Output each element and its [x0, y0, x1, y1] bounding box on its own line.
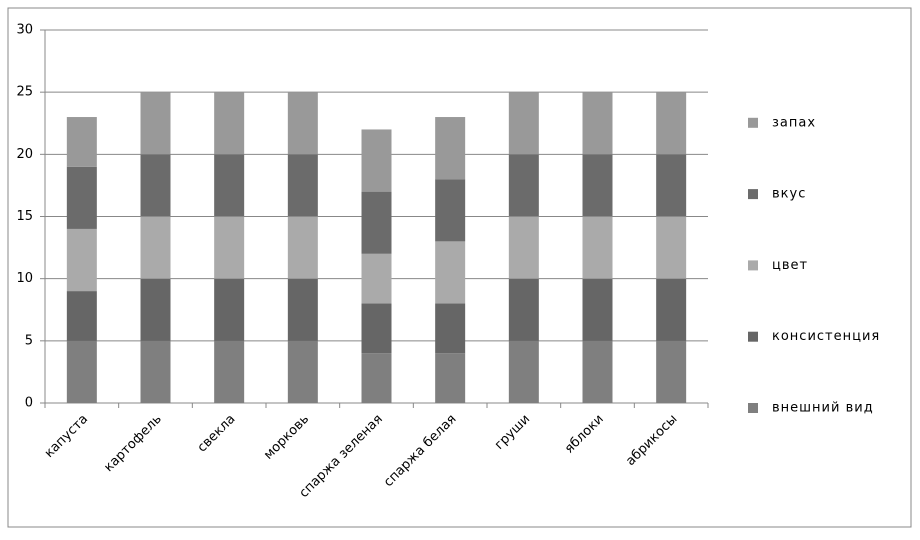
bar-segment [66, 228, 97, 292]
bar-segment [287, 154, 318, 217]
y-tick-label: 15 [16, 209, 33, 224]
x-tick-label: капуста [42, 412, 91, 461]
bar-segment [140, 278, 171, 341]
bar-segment [656, 216, 687, 279]
x-tick-label: морковь [261, 412, 312, 463]
bar-segment [214, 92, 245, 155]
bar-segment [435, 179, 466, 242]
x-tick-label: спаржа зеленая [297, 412, 386, 501]
bar-segment [508, 92, 539, 155]
bar-segment [508, 216, 539, 279]
bar-segment [140, 216, 171, 279]
bar-segment [656, 278, 687, 341]
legend-label: запах [772, 115, 816, 130]
legend-label: цвет [772, 258, 808, 273]
bar-segment [361, 129, 392, 192]
bar-segment [361, 253, 392, 304]
y-tick-label: 25 [16, 85, 33, 100]
y-tick-label: 0 [25, 396, 33, 411]
x-tick-label: спаржа белая [381, 412, 459, 490]
bar-segment [214, 154, 245, 217]
bar-segment [140, 340, 171, 403]
y-tick-label: 30 [16, 23, 33, 38]
bar-segment [214, 278, 245, 341]
y-tick-label: 5 [25, 333, 33, 348]
legend-swatch [748, 117, 758, 128]
bar-segment [140, 92, 171, 155]
bar-segment [287, 216, 318, 279]
bar-segment [435, 353, 466, 403]
bar-segment [361, 191, 392, 254]
bar-segment [287, 278, 318, 341]
y-tick-label: 10 [16, 271, 33, 286]
bar-segment [508, 340, 539, 403]
bar-segment [435, 117, 466, 180]
legend-label: консистенция [772, 329, 880, 344]
bar-segment [361, 353, 392, 403]
bar-segment [656, 340, 687, 403]
x-tick-label: свекла [195, 412, 239, 456]
bar-segment [287, 340, 318, 403]
bar-segment [66, 117, 97, 167]
legend-swatch [748, 331, 758, 342]
bar-segment [508, 154, 539, 217]
legend-swatch [748, 403, 758, 413]
x-tick-label: картофель [101, 412, 164, 475]
bar-segment [508, 278, 539, 341]
bar-segment [435, 241, 466, 304]
chart-border [7, 7, 912, 528]
bar-segment [435, 303, 466, 354]
x-tick-label: груши [492, 412, 533, 453]
bar-segment [582, 154, 613, 217]
bar-segment [66, 291, 97, 341]
bar-segment [656, 92, 687, 155]
y-tick-label: 20 [16, 147, 33, 162]
bar-segment [140, 154, 171, 217]
bar-segment [361, 303, 392, 354]
legend-label: вкус [772, 187, 806, 202]
bar-segment [656, 154, 687, 217]
legend-label: внешний вид [772, 401, 874, 416]
bar-segment [66, 340, 97, 403]
x-tick-label: яблоки [562, 412, 607, 457]
bar-segment [214, 216, 245, 279]
bar-segment [582, 92, 613, 155]
bar-segment [582, 340, 613, 403]
bar-segment [214, 340, 245, 403]
bar-segment [287, 92, 318, 155]
legend-swatch [748, 189, 758, 200]
bar-segment [582, 278, 613, 341]
x-tick-label: абрикосы [623, 412, 680, 469]
bar-segment [582, 216, 613, 279]
bar-segment [66, 166, 97, 229]
legend-swatch [748, 260, 758, 271]
